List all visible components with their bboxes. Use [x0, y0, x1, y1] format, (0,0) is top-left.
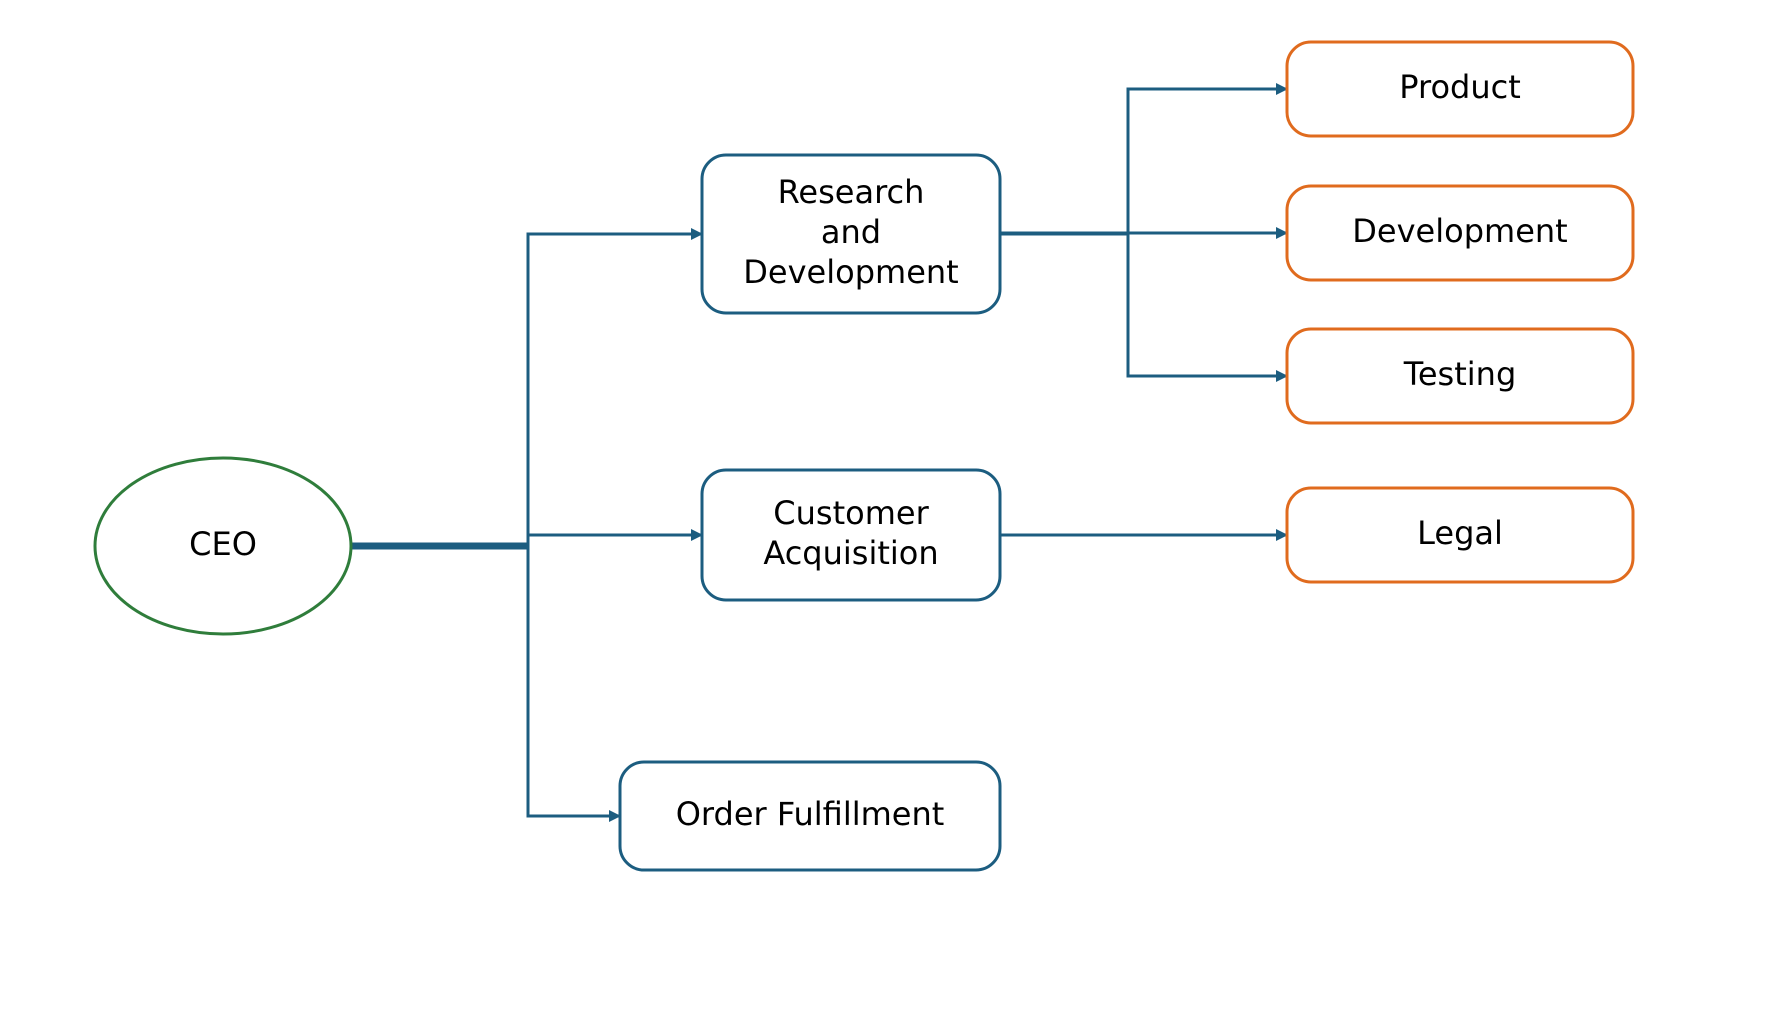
node-rnd-label: Development — [743, 253, 958, 291]
node-rnd: ResearchandDevelopment — [702, 155, 1000, 313]
node-ceo-label: CEO — [189, 525, 257, 563]
node-product-label: Product — [1399, 68, 1521, 106]
node-ca-label: Acquisition — [763, 534, 938, 572]
node-legal: Legal — [1287, 488, 1633, 582]
nodes-layer: CEOResearchandDevelopmentCustomerAcquisi… — [95, 42, 1633, 870]
node-of: Order Fulfillment — [620, 762, 1000, 870]
node-product: Product — [1287, 42, 1633, 136]
node-rnd-label: and — [821, 213, 881, 251]
node-legal-label: Legal — [1417, 514, 1503, 552]
node-testing-label: Testing — [1403, 355, 1517, 393]
node-rnd-label: Research — [778, 173, 925, 211]
node-ca: CustomerAcquisition — [702, 470, 1000, 600]
node-ceo: CEO — [95, 458, 351, 634]
edge-rnd-product — [1000, 89, 1287, 234]
edge-trunk-rnd — [528, 234, 702, 546]
node-testing: Testing — [1287, 329, 1633, 423]
node-dev-label: Development — [1352, 212, 1567, 250]
node-of-label: Order Fulfillment — [676, 795, 945, 833]
edge-rnd-testing — [1000, 234, 1287, 376]
org-chart: CEOResearchandDevelopmentCustomerAcquisi… — [0, 0, 1786, 1018]
edge-trunk-of — [528, 546, 620, 816]
node-dev: Development — [1287, 186, 1633, 280]
node-ca-label: Customer — [773, 494, 929, 532]
